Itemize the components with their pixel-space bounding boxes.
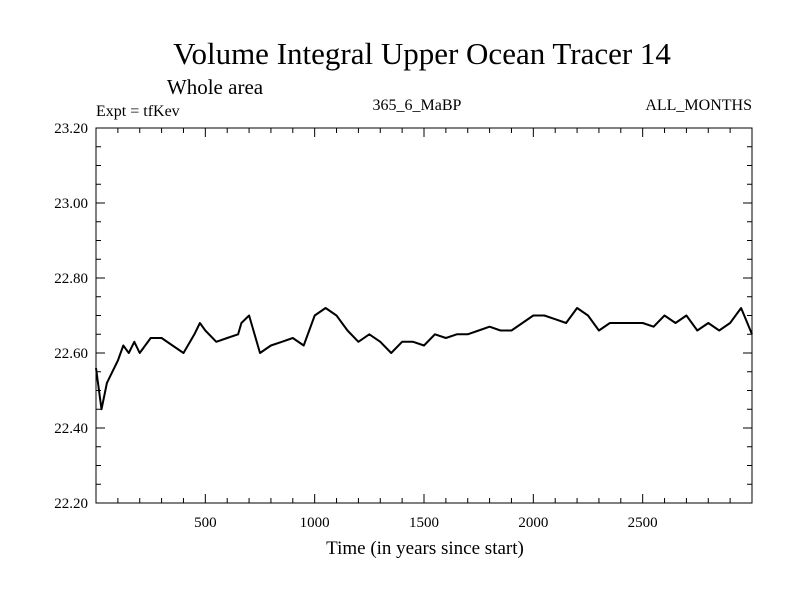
expt-label: Expt = tfKev [96,103,180,120]
y-tick-label: 23.20 [54,121,88,137]
chart-title: Volume Integral Upper Ocean Tracer 14 [173,36,671,71]
x-tick-label: 1000 [300,515,330,531]
y-tick-label: 22.40 [54,421,88,437]
x-tick-label: 500 [194,515,217,531]
y-tick-label: 22.20 [54,496,88,512]
x-tick-label: 2000 [518,515,548,531]
y-tick-label: 22.60 [54,346,88,362]
ticks-layer: 500 1000 1500 2000 2500 22.20 22.40 22.60 22.80 2… [54,121,752,531]
plot-frame [95,127,753,504]
y-tick-label: 23.00 [54,196,88,212]
series-line [95,307,753,411]
period-label: 365_6_MaBP [373,97,462,114]
series-layer [95,307,753,411]
y-tick-label: 22.80 [54,271,88,287]
x-tick-label: 2500 [628,515,658,531]
x-tick-label: 1500 [409,515,439,531]
chart-subtitle: Whole area [167,75,264,99]
x-axis-label: Time (in years since start) [326,538,524,559]
months-label: ALL_MONTHS [645,97,752,114]
